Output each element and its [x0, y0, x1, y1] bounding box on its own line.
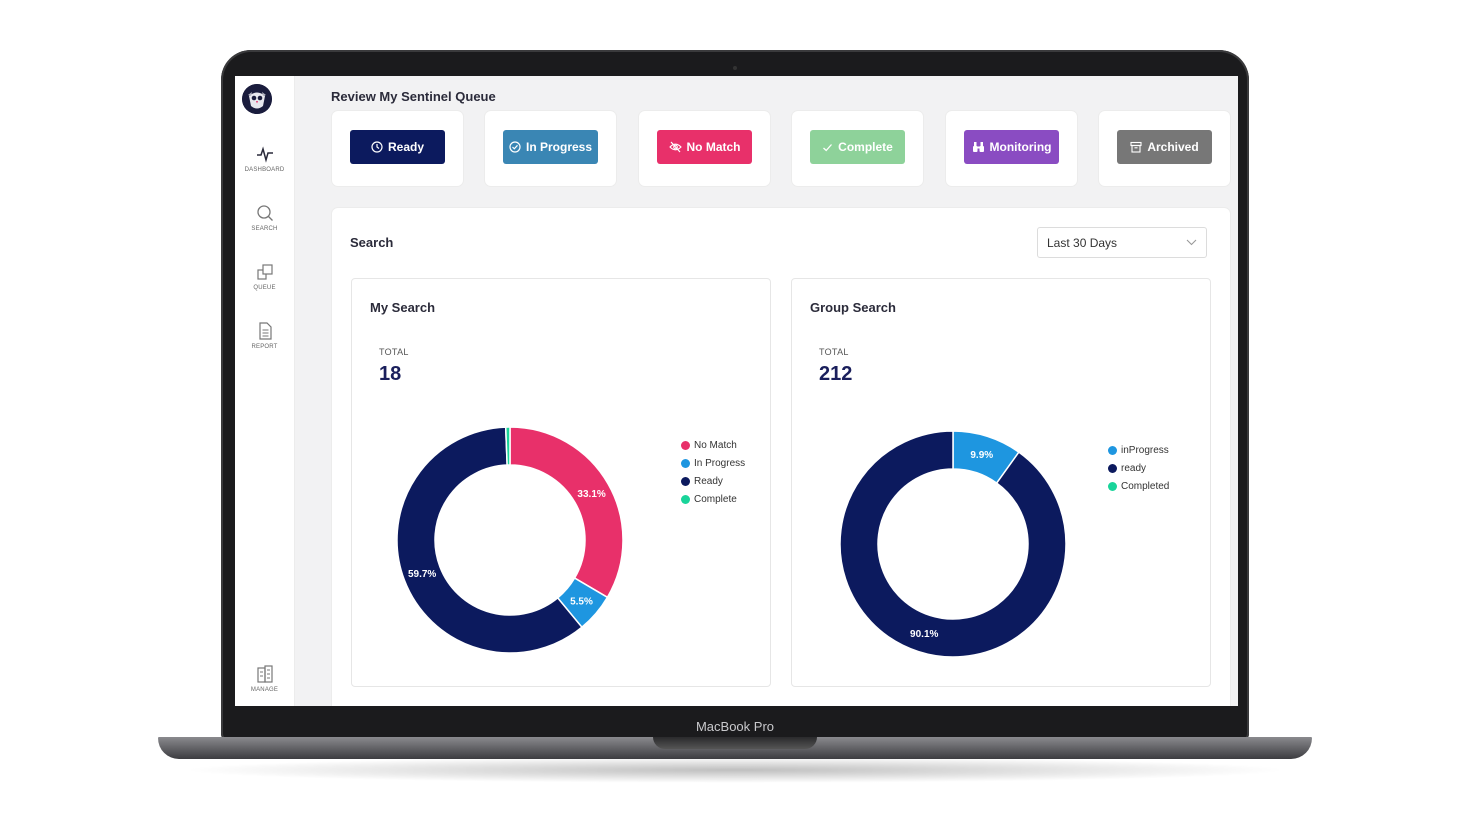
legend-dot-in-progress — [681, 458, 690, 468]
main-content: Review My Sentinel Queue Ready In Progre… — [294, 76, 1238, 706]
monitoring-button-label: Monitoring — [989, 140, 1052, 154]
sidebar-item-report[interactable]: REPORT — [235, 321, 294, 350]
search-panel: Search Last 30 Days My Search TOTAL 18 3… — [332, 208, 1230, 706]
building-icon — [256, 665, 273, 683]
legend-dot-ready — [681, 476, 690, 486]
sidebar-item-label: SEARCH — [251, 226, 278, 232]
slice-label-in-progress: 5.5% — [570, 597, 593, 608]
sidebar-item-queue[interactable]: QUEUE — [235, 262, 294, 291]
in-progress-button[interactable]: In Progress — [503, 130, 598, 164]
legend-label-inprogress: inProgress — [1121, 444, 1169, 456]
group-search-title: Group Search — [810, 300, 896, 315]
app-logo[interactable] — [242, 84, 272, 114]
check-icon — [823, 143, 833, 151]
legend-label-no-match: No Match — [694, 439, 737, 451]
my-search-title: My Search — [370, 300, 436, 315]
date-range-value: Last 30 Days — [1047, 235, 1118, 250]
legend-item-ready[interactable]: ready — [1108, 459, 1169, 477]
legend-item-inprogress[interactable]: inProgress — [1108, 441, 1169, 459]
my-search-donut-chart: 33.1% 5.5% 59.7% — [396, 426, 624, 654]
ready-button[interactable]: Ready — [350, 130, 445, 164]
complete-button[interactable]: Complete — [810, 130, 905, 164]
binoculars-icon — [972, 142, 984, 152]
status-card-complete: Complete — [792, 111, 923, 186]
legend-dot-ready — [1108, 463, 1117, 473]
group-search-total-label: TOTAL — [819, 347, 849, 357]
archived-button[interactable]: Archived — [1117, 130, 1212, 164]
slice-label-ready: 90.1% — [910, 629, 938, 640]
legend-label-completed: Completed — [1121, 480, 1170, 492]
monitoring-button[interactable]: Monitoring — [964, 130, 1059, 164]
date-range-select[interactable]: Last 30 Days — [1037, 227, 1207, 258]
slice-no-match[interactable] — [509, 426, 624, 599]
sidebar: DASHBOARD SEARCH QUEUE REPORT — [235, 76, 294, 706]
owl-logo-icon — [242, 84, 272, 114]
camera — [733, 66, 737, 70]
archived-button-label: Archived — [1147, 140, 1199, 154]
slice-label-no-match: 33.1% — [577, 489, 605, 500]
ready-button-label: Ready — [387, 140, 425, 154]
slice-label-ready: 59.7% — [408, 569, 436, 580]
legend-dot-no-match — [681, 440, 690, 450]
my-search-total-label: TOTAL — [379, 347, 409, 357]
status-card-in-progress: In Progress — [485, 111, 616, 186]
my-search-legend: No Match In Progress Ready Complete — [681, 436, 745, 508]
group-search-total-value: 212 — [819, 363, 853, 385]
activity-icon — [256, 146, 273, 163]
search-panel-title: Search — [350, 235, 394, 250]
sidebar-item-label: MANAGE — [250, 687, 279, 693]
complete-button-label: Complete — [838, 140, 893, 154]
legend-dot-inprogress — [1108, 445, 1117, 455]
slice-ready[interactable] — [839, 430, 1067, 658]
sidebar-item-search[interactable]: SEARCH — [235, 203, 294, 232]
status-card-ready: Ready — [332, 111, 463, 186]
sidebar-item-label: REPORT — [251, 344, 278, 350]
eye-off-icon — [668, 141, 682, 153]
slice-label-inprogress: 9.9% — [970, 450, 993, 461]
sidebar-item-label: QUEUE — [253, 285, 276, 291]
legend-item-ready[interactable]: Ready — [681, 472, 745, 490]
status-card-monitoring: Monitoring — [946, 111, 1077, 186]
no-match-button[interactable]: No Match — [657, 130, 752, 164]
legend-label-in-progress: In Progress — [694, 457, 746, 469]
legend-item-completed[interactable]: Completed — [1108, 477, 1169, 495]
legend-item-complete[interactable]: Complete — [681, 490, 745, 508]
in-progress-button-label: In Progress — [525, 140, 593, 154]
chevron-down-icon — [1186, 239, 1197, 246]
legend-item-no-match[interactable]: No Match — [681, 436, 745, 454]
app-screen: DASHBOARD SEARCH QUEUE REPORT — [235, 76, 1238, 706]
legend-label-complete: Complete — [694, 493, 737, 505]
sidebar-item-manage[interactable]: MANAGE — [235, 664, 294, 693]
legend-item-in-progress[interactable]: In Progress — [681, 454, 745, 472]
check-circle-icon — [509, 141, 521, 153]
device-brand: MacBook Pro — [695, 719, 775, 734]
page-title: Review My Sentinel Queue — [331, 89, 496, 104]
sidebar-item-label: DASHBOARD — [244, 167, 285, 173]
report-icon — [258, 322, 272, 340]
slice-complete[interactable] — [504, 426, 511, 466]
group-search-donut-chart: 9.9% 90.1% — [839, 430, 1067, 658]
legend-label-ready: Ready — [694, 475, 723, 487]
laptop-notch — [653, 737, 817, 749]
legend-dot-complete — [681, 494, 690, 504]
no-match-button-label: No Match — [686, 140, 741, 154]
search-icon — [256, 205, 273, 221]
legend-label-ready: ready — [1121, 462, 1147, 474]
group-search-card: Group Search TOTAL 212 9.9% 90.1% inProgr… — [791, 278, 1211, 687]
sidebar-item-dashboard[interactable]: DASHBOARD — [235, 144, 294, 173]
queue-icon — [256, 264, 273, 280]
laptop-shadow — [180, 757, 1290, 783]
archive-icon — [1130, 141, 1142, 153]
legend-dot-completed — [1108, 481, 1117, 491]
group-search-legend: inProgress ready Completed — [1108, 441, 1169, 495]
status-card-no-match: No Match — [639, 111, 770, 186]
my-search-card: My Search TOTAL 18 33.1% 5.5% 59.7% No Mat… — [351, 278, 771, 687]
clock-icon — [371, 141, 383, 153]
status-card-archived: Archived — [1099, 111, 1230, 186]
slice-ready[interactable] — [396, 426, 583, 654]
my-search-total-value: 18 — [379, 363, 402, 385]
